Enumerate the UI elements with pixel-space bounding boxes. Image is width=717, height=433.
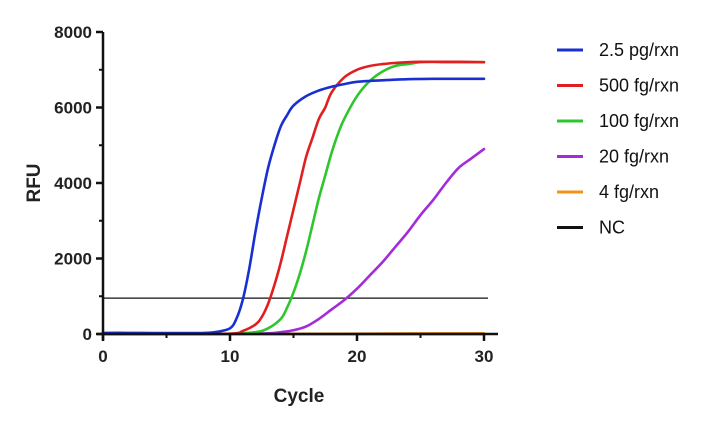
legend-label-4-fg-rxn: 4 fg/rxn (599, 182, 659, 202)
x-tick-label: 20 (348, 347, 367, 366)
y-tick-label: 8000 (54, 23, 92, 42)
legend: 2.5 pg/rxn 500 fg/rxn 100 fg/rxn 20 fg/rxn 4… (557, 40, 679, 238)
legend-label-500-fg-rxn: 500 fg/rxn (599, 76, 679, 96)
x-axis-title: Cycle (274, 386, 325, 407)
y-tick-label: 2000 (54, 250, 92, 269)
legend-label-2-5-pg-rxn: 2.5 pg/rxn (599, 40, 679, 60)
series-line-2-5-pg-rxn (101, 77, 486, 335)
legend-label-nc: NC (599, 218, 625, 238)
y-axis-title: RFU (24, 163, 45, 202)
series-line-500-fg-rxn (101, 60, 486, 336)
x-tick-label: 0 (98, 347, 107, 366)
y-tick-label: 0 (83, 325, 92, 344)
legend-label-20-fg-rxn: 20 fg/rxn (599, 147, 669, 167)
legend-label-100-fg-rxn: 100 fg/rxn (599, 111, 679, 131)
x-tick-label: 30 (475, 347, 494, 366)
x-tick-label: 10 (221, 347, 240, 366)
y-tick-label: 4000 (54, 174, 92, 193)
series-line-20-fg-rxn (101, 147, 486, 336)
plot-area (101, 60, 488, 336)
y-tick-label: 6000 (54, 99, 92, 118)
series-line-100-fg-rxn (101, 60, 486, 336)
axes: 0 2000 4000 6000 8000 0 10 20 30 (54, 23, 498, 366)
